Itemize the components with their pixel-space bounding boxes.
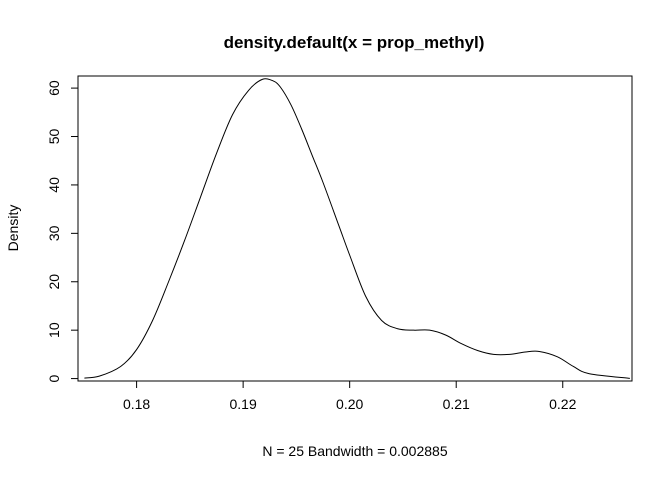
y-tick-label: 50 [46,129,62,145]
axes: 0.18 0.19 0.20 0.21 0.22 0 10 20 30 40 50 60 [46,80,577,412]
y-tick-label: 10 [46,322,62,338]
x-tick-label: 0.19 [230,396,257,412]
chart-title: density.default(x = prop_methyl) [224,33,485,52]
y-tick-label: 60 [46,80,62,96]
x-tick-label: 0.21 [443,396,470,412]
y-tick-label: 40 [46,177,62,193]
x-tick-label: 0.18 [123,396,150,412]
plot-frame [77,75,633,382]
x-tick-label: 0.20 [336,396,363,412]
x-tick-label: 0.22 [549,396,576,412]
density-curve [84,78,630,379]
x-axis-label: N = 25 Bandwidth = 0.002885 [262,443,447,459]
y-tick-label: 0 [46,374,62,382]
y-axis-label: Density [5,205,21,252]
y-tick-label: 30 [46,225,62,241]
y-tick-label: 20 [46,274,62,290]
